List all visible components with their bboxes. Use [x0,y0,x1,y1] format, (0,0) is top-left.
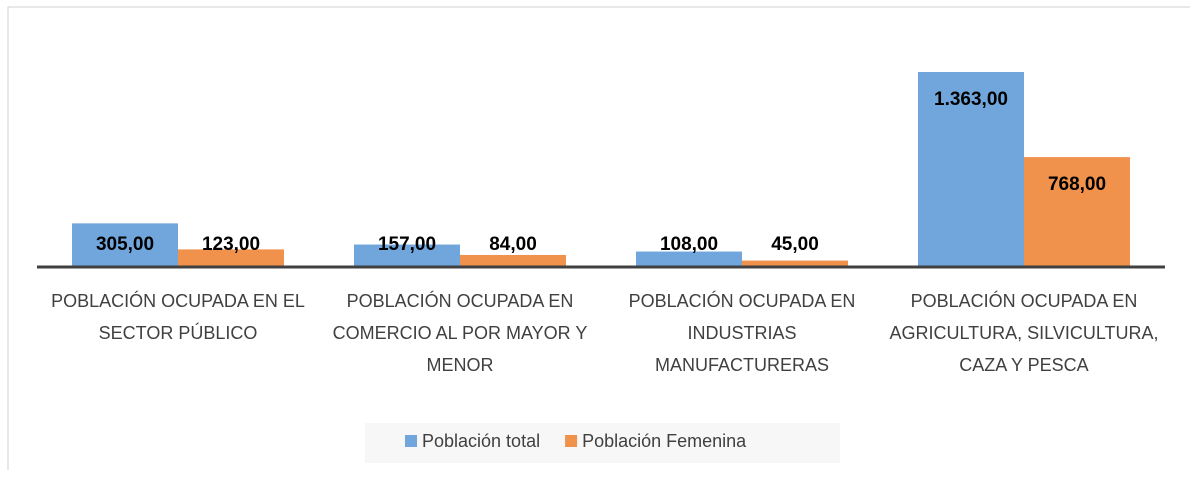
value-label: 84,00 [489,234,537,255]
x-tick-label: POBLACIÓN OCUPADA EN COMERCIO AL POR MAY… [332,291,588,375]
bar [72,223,178,267]
bar [1024,157,1130,267]
value-label: 305,00 [96,234,154,255]
legend-label: Población Femenina [582,431,747,451]
bar [178,249,284,267]
bar [742,260,848,267]
legend-swatch [565,435,578,447]
value-label: 108,00 [660,234,718,255]
value-label: 1.363,00 [934,89,1008,110]
chart-border [7,6,1190,470]
x-tick-label: POBLACIÓN OCUPADA EN EL SECTOR PÚBLICO [51,291,305,343]
bar [460,254,566,267]
bar [918,72,1024,267]
value-label: 123,00 [202,234,260,255]
x-tick-label: POBLACIÓN OCUPADA EN INDUSTRIAS MANUFACT… [628,291,856,375]
value-label: 157,00 [378,234,436,255]
value-label: 45,00 [771,234,819,255]
legend-label: Población total [422,431,540,451]
bar [636,251,742,267]
legend-box [365,423,840,463]
bar [354,244,460,267]
legend-swatch [405,435,417,447]
value-label: 768,00 [1048,174,1106,195]
x-tick-label: POBLACIÓN OCUPADA EN AGRICULTURA, SILVIC… [889,291,1159,375]
